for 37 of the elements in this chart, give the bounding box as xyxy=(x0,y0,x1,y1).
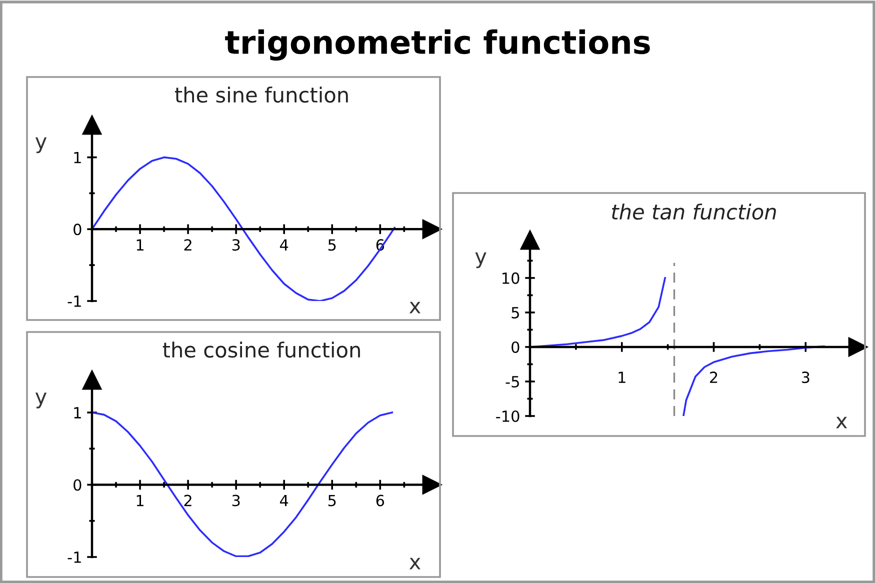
x-tick-label: 3 xyxy=(232,494,240,506)
y-tick-label: -10 xyxy=(496,410,520,422)
x-tick-label: 1 xyxy=(136,239,144,250)
x-axis-title: x xyxy=(836,416,848,428)
line-series xyxy=(92,156,396,301)
x-tick-label: 4 xyxy=(280,239,288,250)
x-axis-title: x xyxy=(409,302,420,314)
y-tick-label: 0 xyxy=(74,224,82,236)
x-tick-label: 2 xyxy=(184,239,192,250)
y-tick-label: 0 xyxy=(512,341,520,353)
x-tick-label: 4 xyxy=(280,494,288,506)
x-tick-label: 3 xyxy=(802,372,810,384)
y-tick-label: 0 xyxy=(74,479,82,491)
y-axis-title: y xyxy=(475,252,486,268)
x-tick-label: 2 xyxy=(710,372,718,383)
x-tick-label: 3 xyxy=(232,239,240,251)
y-axis-title: y xyxy=(35,137,47,154)
y-tick-label: 10 xyxy=(502,272,520,284)
y-tick-label: -1 xyxy=(68,552,81,563)
y-tick-label: 5 xyxy=(512,307,519,318)
chart-title: the cosine function xyxy=(162,342,360,358)
x-tick-label: 2 xyxy=(184,494,192,506)
x-tick-label: 5 xyxy=(328,239,336,251)
y-axis-title: y xyxy=(35,392,47,408)
chart-title: the tan function xyxy=(612,204,776,220)
text: trigonometric functions xyxy=(225,29,650,61)
x-tick-label: 5 xyxy=(328,494,336,506)
y-tick-label: 1 xyxy=(74,407,81,418)
x-tick-label: 6 xyxy=(376,494,384,506)
y-tick-label: 1 xyxy=(74,152,81,164)
x-tick-label: 1 xyxy=(136,494,144,506)
y-tick-label: -1 xyxy=(68,296,81,307)
x-axis-title: x xyxy=(409,558,420,570)
x-tick-label: 1 xyxy=(618,372,626,383)
chart-title: the sine function xyxy=(174,86,348,103)
y-tick-label: -5 xyxy=(506,376,519,388)
line-series xyxy=(92,412,394,557)
